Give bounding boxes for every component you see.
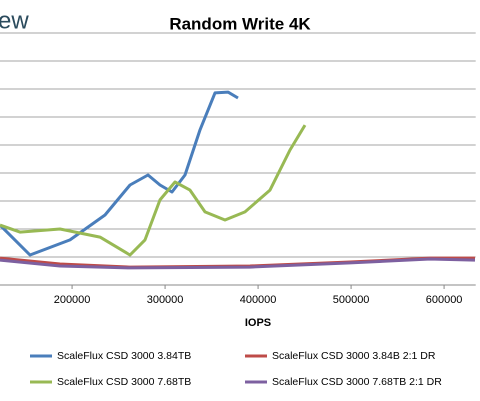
legend-label: ScaleFlux CSD 3000 7.68TB [57, 376, 191, 388]
legend-label: ScaleFlux CSD 3000 3.84TB [57, 350, 191, 362]
x-tick-label: 400000 [240, 294, 277, 306]
series-line [0, 124, 307, 257]
x-tick-label: 500000 [333, 294, 370, 306]
legend-label: ScaleFlux CSD 3000 7.68TB 2:1 DR [272, 376, 442, 388]
x-axis-label: IOPS [245, 317, 271, 329]
x-tick-label: 600000 [426, 294, 463, 306]
series-line [0, 90, 239, 257]
series-line [0, 257, 476, 270]
x-tick-label: 300000 [147, 294, 184, 306]
chart-title: Random Write 4K [169, 14, 311, 33]
legend-label: ScaleFlux CSD 3000 3.84B 2:1 DR [272, 350, 436, 362]
logo: ew [0, 7, 29, 34]
x-tick-label: 200000 [54, 294, 91, 306]
